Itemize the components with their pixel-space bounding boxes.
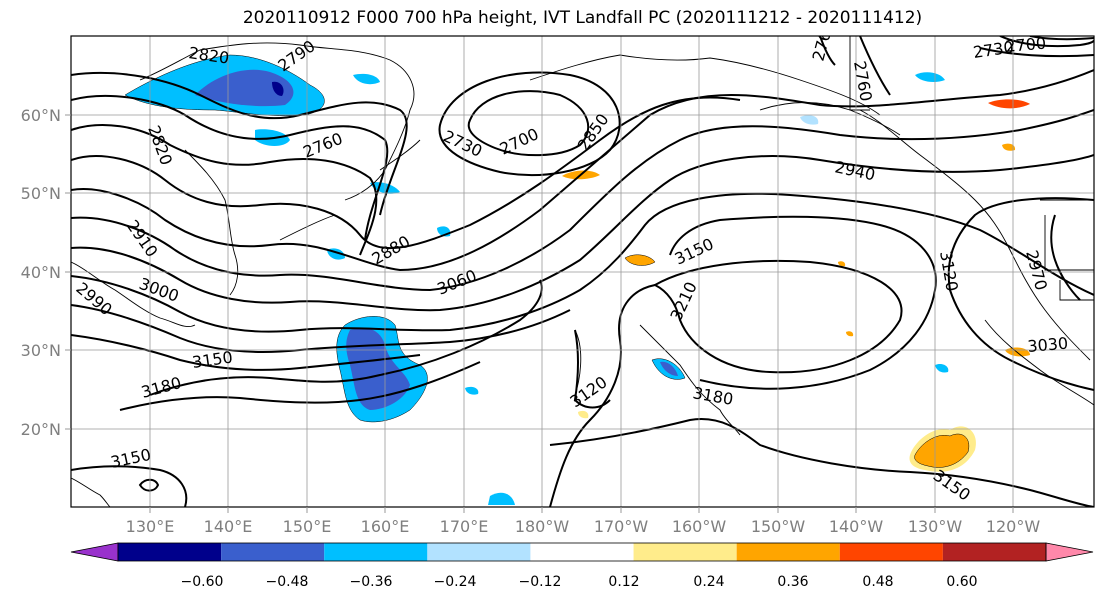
ivt-positive-regions: [562, 99, 1030, 472]
longitude-labels: 130°E 140°E 150°E 160°E 170°E 180°W 170°…: [126, 517, 1041, 536]
colorbar-tick-label: 0.60: [946, 574, 977, 590]
lon-label: 170°E: [440, 517, 489, 536]
colorbar-extend-low: [70, 542, 119, 562]
map-title: 2020110912 F000 700 hPa height, IVT Land…: [242, 8, 923, 28]
colorbar-segment: [633, 543, 737, 561]
lon-label: 150°E: [283, 517, 332, 536]
lat-label: 60°N: [21, 106, 61, 125]
colorbar-border: [117, 542, 1047, 562]
colorbar-tick-label: −0.60: [181, 574, 224, 590]
lat-label: 30°N: [21, 341, 61, 360]
gridlines: [71, 36, 1094, 507]
lon-label: 150°W: [751, 517, 806, 536]
lon-label: 140°W: [829, 517, 884, 536]
lon-label: 170°W: [594, 517, 649, 536]
colorbar-segment: [942, 543, 1046, 561]
ivt-negative-regions: [124, 54, 949, 505]
contour-label: 2700: [1005, 34, 1047, 56]
tick-marks: [65, 114, 1014, 513]
lon-label: 180°W: [515, 517, 570, 536]
contour-label: 3030: [1027, 334, 1069, 356]
colorbar-segment: [736, 543, 840, 561]
colorbar-tick-label: −0.24: [434, 574, 477, 590]
colorbar-tick-label: −0.48: [266, 574, 309, 590]
colorbar-extend-high: [1045, 542, 1094, 562]
lat-label: 50°N: [21, 184, 61, 203]
colorbar: [70, 542, 1094, 562]
lon-label: 160°W: [672, 517, 727, 536]
lon-label: 130°E: [126, 517, 175, 536]
lat-label: 40°N: [21, 263, 61, 282]
colorbar-tick-label: 0.12: [608, 574, 639, 590]
colorbar-segment: [427, 543, 531, 561]
latitude-labels: 60°N 50°N 40°N 30°N 20°N: [21, 106, 61, 439]
colorbar-segment: [324, 543, 428, 561]
lon-label: 130°W: [908, 517, 963, 536]
colorbar-labels: −0.60 −0.48 −0.36 −0.24 −0.12 0.12 0.24 …: [181, 574, 978, 590]
lat-label: 20°N: [21, 420, 61, 439]
coastlines: [71, 36, 1094, 507]
colorbar-tick-label: −0.12: [519, 574, 562, 590]
colorbar-segment: [530, 543, 634, 561]
colorbar-segment: [221, 543, 325, 561]
colorbar-tick-label: −0.36: [350, 574, 393, 590]
colorbar-segment: [839, 543, 943, 561]
colorbar-segment: [118, 543, 222, 561]
colorbar-tick-label: 0.48: [862, 574, 893, 590]
colorbar-tick-label: 0.36: [777, 574, 808, 590]
lon-label: 120°W: [986, 517, 1041, 536]
colorbar-tick-label: 0.24: [693, 574, 724, 590]
lon-label: 160°E: [361, 517, 410, 536]
lon-label: 140°E: [204, 517, 253, 536]
